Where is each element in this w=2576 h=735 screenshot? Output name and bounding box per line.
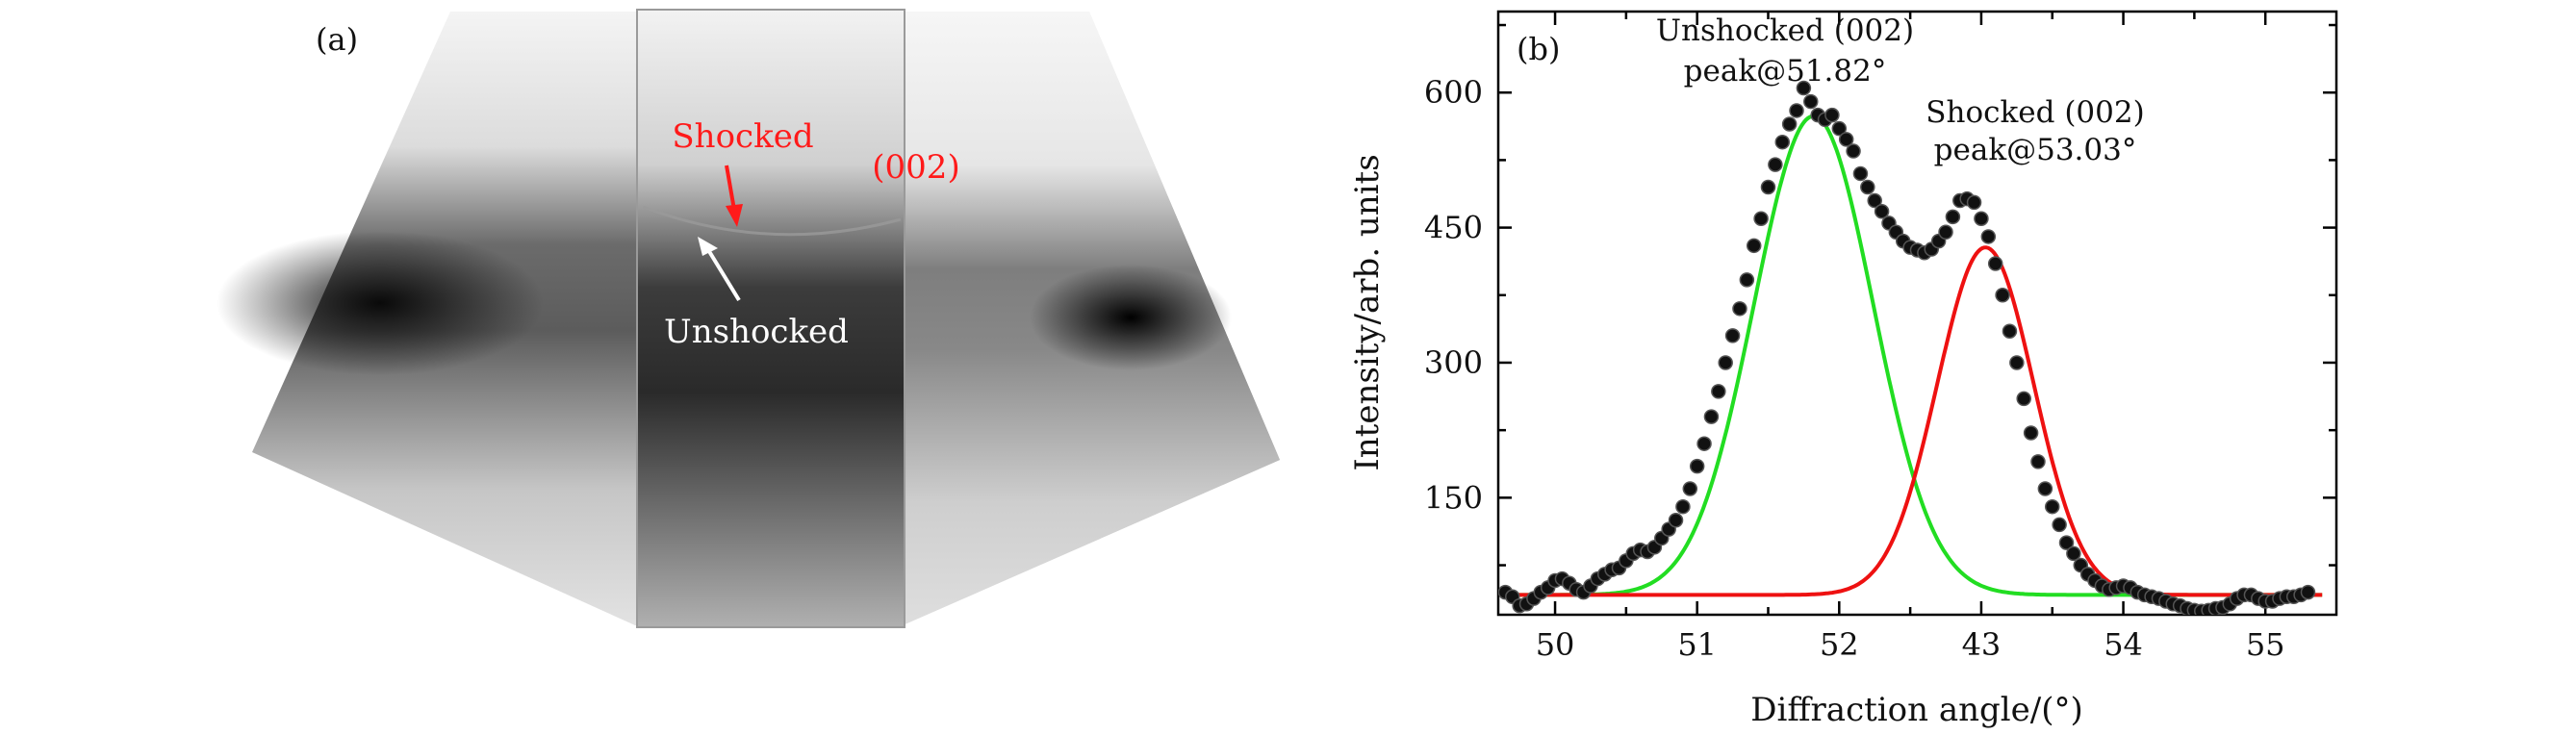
y-axis-label: Intensity/arb. units bbox=[1348, 154, 1387, 470]
diffraction-image bbox=[217, 9, 1280, 628]
data-point bbox=[1711, 384, 1726, 399]
data-point bbox=[1781, 116, 1798, 132]
data-point bbox=[2300, 584, 2316, 600]
data-point bbox=[2044, 498, 2060, 515]
y-tick-label: 450 bbox=[1424, 210, 1483, 246]
data-point bbox=[1675, 498, 1691, 515]
data-point bbox=[2002, 323, 2018, 339]
y-tick-label: 600 bbox=[1424, 74, 1483, 111]
x-tick-label: 43 bbox=[1962, 626, 2002, 663]
x-axis-label: Diffraction angle/(°) bbox=[1750, 691, 2082, 729]
data-point bbox=[1945, 209, 1961, 225]
y-tick-label: 300 bbox=[1424, 344, 1483, 381]
data-point bbox=[1732, 301, 1747, 317]
data-point bbox=[1980, 229, 1997, 244]
shocked-arrow bbox=[725, 165, 743, 227]
data-point bbox=[1668, 512, 1684, 528]
data-point bbox=[1789, 103, 1804, 118]
data-point bbox=[1803, 93, 1819, 110]
data-point bbox=[1846, 143, 1861, 159]
data-point bbox=[1696, 436, 1712, 451]
data-point bbox=[1703, 409, 1720, 424]
x-tick-labels: 50 51 52 43 54 55 bbox=[1536, 626, 2285, 663]
plot-frame bbox=[1496, 10, 2338, 617]
shocked-peak-title: Shocked (002) bbox=[1926, 95, 2144, 130]
x-tick-label: 52 bbox=[1820, 626, 1859, 663]
data-point bbox=[1852, 165, 1869, 182]
y-tick-labels: 150 300 450 600 bbox=[1424, 74, 1483, 516]
data-point bbox=[1689, 458, 1705, 474]
shocked-peak-position: peak@53.03° bbox=[1934, 133, 2137, 167]
panel-b-label: (b) bbox=[1517, 31, 1560, 67]
data-point bbox=[1938, 224, 1953, 241]
data-point bbox=[1768, 157, 1783, 172]
data-point bbox=[1746, 238, 1762, 254]
data-point bbox=[1796, 80, 1812, 96]
unshocked-annotation: Unshocked bbox=[664, 313, 849, 351]
data-point bbox=[1987, 256, 2003, 271]
shocked-annotation: Shocked bbox=[672, 117, 813, 156]
unshocked-peak-position: peak@51.82° bbox=[1684, 54, 1887, 89]
data-point bbox=[1966, 194, 1982, 211]
data-point bbox=[1867, 192, 1882, 209]
data-point bbox=[1718, 355, 1733, 370]
tick-marks bbox=[1498, 12, 2336, 615]
data-point bbox=[1682, 481, 1698, 496]
data-point bbox=[2052, 517, 2067, 533]
data-points bbox=[1498, 80, 2316, 615]
data-point bbox=[1739, 272, 1755, 288]
data-point bbox=[1774, 134, 1791, 150]
data-point bbox=[1838, 132, 1854, 147]
chart-panel-b: 50 51 52 43 54 55 150 300 450 600 (b) Unshocked … bbox=[1348, 10, 2338, 729]
data-point bbox=[2023, 425, 2039, 441]
unshocked-arrow bbox=[698, 237, 741, 302]
x-tick-label: 51 bbox=[1677, 626, 1717, 663]
x-tick-label: 54 bbox=[2104, 626, 2143, 663]
data-point bbox=[2037, 481, 2053, 496]
data-point bbox=[2009, 355, 2025, 370]
data-point bbox=[1860, 179, 1875, 195]
data-point bbox=[1831, 120, 1848, 137]
data-point bbox=[1760, 179, 1776, 195]
x-tick-label: 55 bbox=[2246, 626, 2285, 663]
data-point bbox=[1824, 107, 1840, 123]
data-point bbox=[1995, 288, 2010, 303]
shocked-fit-curve bbox=[1512, 245, 2323, 597]
data-point bbox=[1724, 328, 1741, 343]
data-point bbox=[2066, 545, 2081, 562]
data-point bbox=[2058, 535, 2075, 550]
data-point bbox=[1753, 211, 1769, 226]
panel-a-label: (a) bbox=[316, 21, 358, 58]
y-tick-label: 150 bbox=[1424, 479, 1483, 516]
unshocked-peak-title: Unshocked (002) bbox=[1656, 13, 1914, 48]
data-point bbox=[2030, 454, 2046, 469]
data-point bbox=[1874, 204, 1890, 219]
data-point bbox=[2016, 391, 2031, 407]
x-tick-label: 50 bbox=[1536, 626, 1575, 663]
plane-002-annotation: (002) bbox=[872, 148, 959, 187]
data-point bbox=[1974, 211, 1989, 226]
